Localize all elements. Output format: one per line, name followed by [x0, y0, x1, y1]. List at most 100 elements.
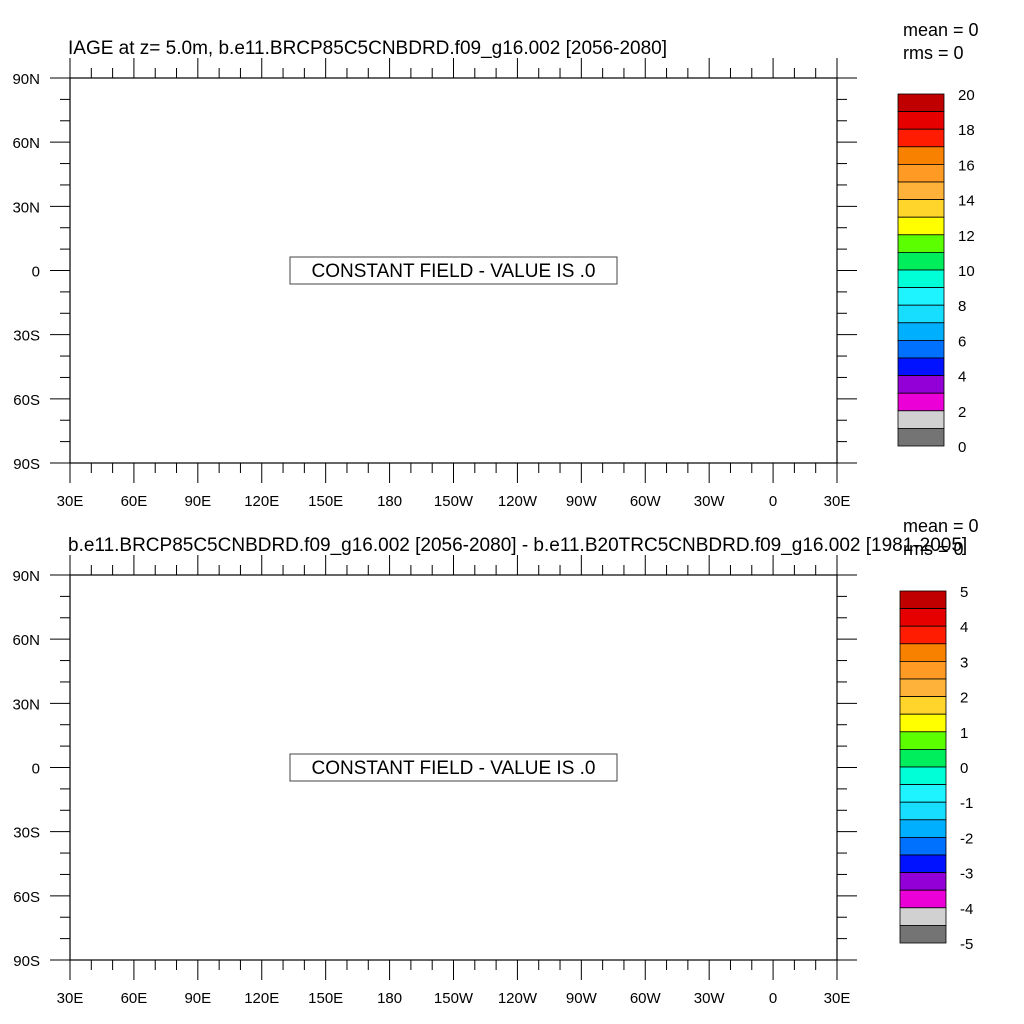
bottom-map-panel: b.e11.BRCP85C5CNBDRD.f09_g16.002 [2056-2…	[12, 516, 978, 1007]
lon-tick-label: 150E	[308, 990, 343, 1007]
lon-tick-label: 30E	[57, 990, 84, 1007]
lat-tick-label: 60S	[13, 392, 40, 409]
colorbar-label: 4	[958, 369, 966, 386]
bottom-lon-axis: 30E 60E 90E 120E 150E 180 150W 120W 90W 60W 30W 0 30…	[57, 990, 851, 1007]
top-lat-axis: 90N 60N 30N 0 30S 60S 90S	[12, 71, 40, 473]
colorbar-label: 20	[958, 87, 975, 104]
lon-tick-label: 30W	[694, 990, 726, 1007]
colorbar-swatch	[897, 410, 945, 429]
lat-tick-label: 90S	[13, 953, 40, 970]
colorbar-swatch	[899, 889, 947, 909]
colorbar-label: 6	[958, 333, 966, 350]
colorbar-swatch	[897, 357, 945, 377]
colorbar-swatch	[899, 819, 947, 838]
lon-tick-label: 120E	[244, 990, 279, 1007]
lat-tick-label: 60S	[13, 889, 40, 906]
lon-tick-label: 30W	[694, 493, 726, 510]
colorbar-label: 8	[958, 298, 966, 315]
colorbar-swatch	[899, 590, 947, 610]
lon-tick-label: 60E	[121, 990, 148, 1007]
colorbar-label: 10	[958, 263, 975, 280]
colorbar-swatch	[897, 269, 945, 289]
colorbar-swatch	[899, 801, 947, 821]
lon-tick-label: 30E	[824, 990, 851, 1007]
bottom-colorbar: 5 4 3 2 1 0 -1 -2 -3 -4 -5	[899, 584, 973, 953]
lon-tick-label: 60E	[121, 493, 148, 510]
colorbar-label: 0	[958, 439, 966, 456]
lat-tick-label: 60N	[12, 135, 40, 152]
colorbar-swatch	[899, 784, 947, 803]
lon-tick-label: 60W	[630, 990, 662, 1007]
bottom-message-text: CONSTANT FIELD - VALUE IS .0	[311, 758, 595, 779]
bottom-ticks	[50, 555, 857, 980]
lon-tick-label: 180	[377, 493, 402, 510]
bottom-lat-axis: 90N 60N 30N 0 30S 60S 90S	[12, 568, 40, 970]
colorbar-swatch	[897, 128, 945, 148]
lon-tick-label: 120W	[498, 990, 538, 1007]
lon-tick-label: 90E	[184, 990, 211, 1007]
lon-tick-label: 0	[769, 990, 777, 1007]
colorbar-label: -5	[960, 936, 973, 953]
colorbar-swatch	[897, 427, 945, 447]
colorbar-swatch	[899, 661, 947, 680]
colorbar-swatch	[897, 304, 945, 324]
colorbar-swatch	[899, 625, 947, 645]
lat-tick-label: 60N	[12, 632, 40, 649]
lat-tick-label: 30S	[13, 328, 40, 345]
colorbar-label: 18	[958, 122, 975, 139]
colorbar-label: 16	[958, 157, 975, 174]
lat-tick-label: 90N	[12, 568, 40, 585]
top-panel-title: IAGE at z= 5.0m, b.e11.BRCP85C5CNBDRD.f0…	[68, 38, 667, 59]
lon-tick-label: 150E	[308, 493, 343, 510]
lat-tick-label: 0	[32, 264, 40, 281]
top-lon-axis: 30E 60E 90E 120E 150E 180 150W 120W 90W 60W 30W 0 30…	[57, 493, 851, 510]
colorbar-swatch	[899, 696, 947, 715]
colorbar-label: 0	[960, 760, 968, 777]
top-rms-stat: rms = 0	[903, 43, 964, 63]
lon-tick-label: 120E	[244, 493, 279, 510]
colorbar-swatch	[897, 392, 945, 412]
colorbar-swatch	[897, 181, 945, 201]
lon-tick-label: 30E	[57, 493, 84, 510]
colorbar-swatch	[899, 872, 947, 891]
colorbar-swatch	[899, 713, 947, 733]
top-message-text: CONSTANT FIELD - VALUE IS .0	[311, 261, 595, 282]
colorbar-label: -1	[960, 795, 973, 812]
colorbar-swatch	[897, 146, 945, 165]
colorbar-swatch	[897, 287, 945, 306]
top-map-panel: IAGE at z= 5.0m, b.e11.BRCP85C5CNBDRD.f0…	[12, 20, 978, 510]
lat-tick-label: 30N	[12, 696, 40, 713]
colorbar-label: 1	[960, 725, 968, 742]
lat-tick-label: 90S	[13, 456, 40, 473]
lon-tick-label: 120W	[498, 493, 538, 510]
colorbar-swatch	[897, 93, 945, 113]
colorbar-swatch	[899, 749, 947, 768]
lon-tick-label: 150W	[434, 990, 474, 1007]
bottom-mean-stat: mean = 0	[903, 516, 979, 536]
colorbar-swatch	[899, 854, 947, 874]
lat-tick-label: 90N	[12, 71, 40, 88]
colorbar-swatch	[897, 322, 945, 341]
colorbar-swatch	[899, 766, 947, 786]
colorbar-label: 4	[960, 619, 968, 636]
colorbar-label: -4	[960, 901, 973, 918]
colorbar-swatch	[897, 339, 945, 359]
colorbar-swatch	[899, 837, 947, 856]
colorbar-swatch	[897, 234, 945, 253]
colorbar-swatch	[897, 251, 945, 271]
bottom-panel-title: b.e11.BRCP85C5CNBDRD.f09_g16.002 [2056-2…	[68, 535, 967, 556]
colorbar-label: -3	[960, 866, 973, 883]
colorbar-label: 5	[960, 584, 968, 601]
top-mean-stat: mean = 0	[903, 20, 979, 40]
colorbar-label: 3	[960, 654, 968, 671]
colorbar-label: 2	[960, 690, 968, 707]
lon-tick-label: 90W	[566, 990, 598, 1007]
top-ticks	[50, 58, 857, 483]
lat-tick-label: 30S	[13, 825, 40, 842]
colorbar-swatch	[897, 111, 945, 130]
lon-tick-label: 0	[769, 493, 777, 510]
colorbar-swatch	[899, 643, 947, 662]
colorbar-swatch	[899, 925, 947, 944]
colorbar-swatch	[897, 199, 945, 218]
